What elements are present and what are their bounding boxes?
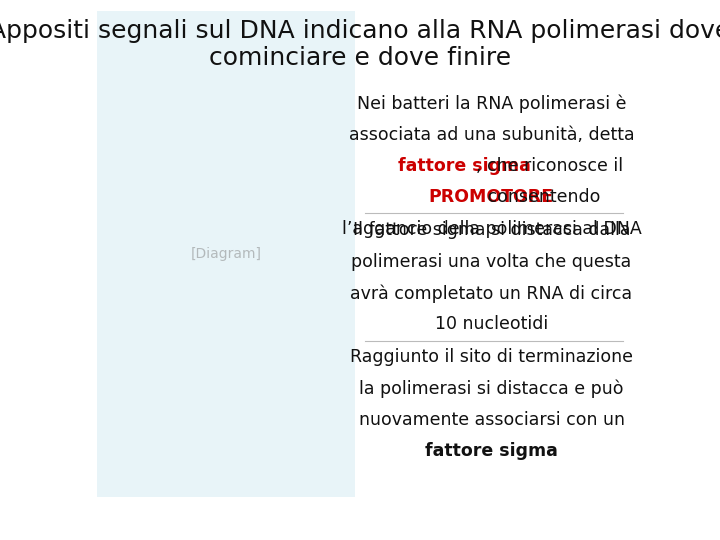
Text: 10 nucleotidi: 10 nucleotidi xyxy=(435,315,548,333)
FancyBboxPatch shape xyxy=(97,11,355,497)
Text: PROMOTORE: PROMOTORE xyxy=(428,188,554,206)
Text: polimerasi una volta che questa: polimerasi una volta che questa xyxy=(351,253,631,271)
Text: la polimerasi si distacca e può: la polimerasi si distacca e può xyxy=(359,380,624,398)
Text: consentendo: consentendo xyxy=(482,188,601,206)
Text: [Diagram]: [Diagram] xyxy=(190,247,261,261)
Text: associata ad una subunità, detta: associata ad una subunità, detta xyxy=(348,126,634,144)
Text: fattore sigma: fattore sigma xyxy=(425,442,558,460)
Text: avrà completato un RNA di circa: avrà completato un RNA di circa xyxy=(351,284,633,302)
Text: Nei batteri la RNA polimerasi è: Nei batteri la RNA polimerasi è xyxy=(356,94,626,113)
Text: , che riconosce il: , che riconosce il xyxy=(477,157,624,175)
Text: Raggiunto il sito di terminazione: Raggiunto il sito di terminazione xyxy=(350,348,633,366)
Text: cominciare e dove finire: cominciare e dove finire xyxy=(209,46,511,70)
Text: l’aggancio della polimerasi al DNA: l’aggancio della polimerasi al DNA xyxy=(341,220,642,238)
Text: Appositi segnali sul DNA indicano alla RNA polimerasi dove: Appositi segnali sul DNA indicano alla R… xyxy=(0,19,720,43)
Text: fattore sigma: fattore sigma xyxy=(398,157,531,175)
Text: Il fattore sigma si distacca dalla: Il fattore sigma si distacca dalla xyxy=(353,221,630,239)
Text: nuovamente associarsi con un: nuovamente associarsi con un xyxy=(359,411,624,429)
